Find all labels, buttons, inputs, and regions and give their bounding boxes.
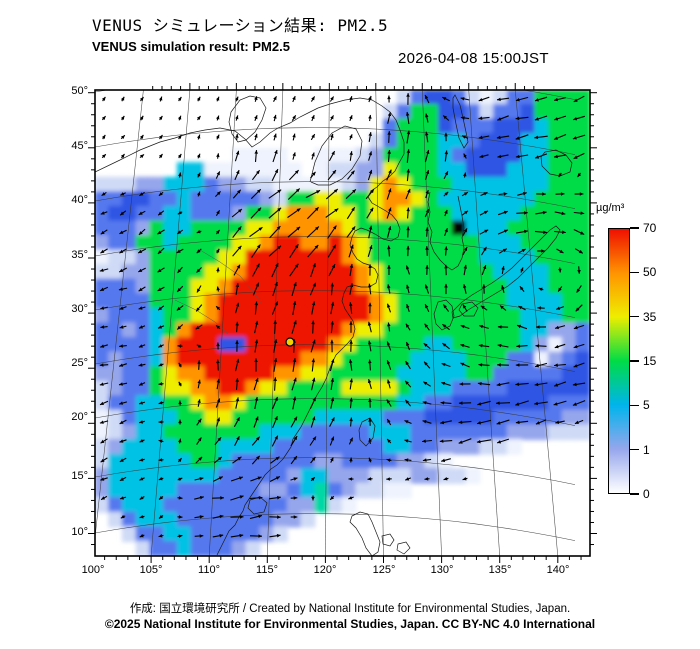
lat-tick-label: 40° (71, 194, 88, 206)
page-title-japanese: VENUS シミュレーション結果: PM2.5 (92, 16, 389, 35)
lat-tick-label: 20° (71, 411, 88, 423)
colorbar-tick-label: 1 (643, 442, 650, 457)
datetime-label: 2026-04-08 15:00JST (398, 50, 549, 67)
colorbar-tick (630, 227, 639, 229)
lat-tick-label: 15° (71, 470, 88, 482)
lon-tick-label: 120° (313, 564, 337, 576)
sakhalin (452, 94, 469, 149)
korea (427, 191, 465, 271)
lon-tick-label: 110° (198, 564, 220, 576)
colorbar-tick (630, 493, 639, 495)
kyushu (433, 299, 455, 331)
colorbar-tick-label: 35 (643, 309, 657, 324)
taiwan (358, 417, 376, 447)
china-coast (216, 153, 405, 556)
lon-tick-label: 135° (488, 564, 512, 576)
island-small-1 (381, 533, 395, 547)
credit-line: 作成: 国立環境研究所 / Created by National Instit… (129, 603, 571, 615)
border-amur (317, 97, 405, 154)
honshu (451, 225, 561, 319)
lon-tick-label: 115° (256, 564, 278, 576)
lat-tick-label: 45° (71, 140, 88, 152)
lon-tick-label: 125° (372, 564, 396, 576)
colorbar-tick-label: 5 (643, 398, 650, 413)
colorbar-tick (630, 448, 639, 451)
colorbar (608, 228, 630, 494)
graticule-lines (95, 90, 576, 556)
coast-hump (309, 125, 363, 186)
colorbar-tick (630, 360, 639, 362)
lat-tick-label: 30° (71, 303, 88, 315)
lat-tick-label: 10° (71, 526, 88, 538)
island-small-2 (396, 541, 411, 555)
colorbar-tick-label: 15 (643, 354, 657, 368)
lon-tick-label: 140° (546, 564, 570, 576)
colorbar-unit-label: µg/m³ (596, 202, 625, 214)
lon-tick-label: 130° (430, 564, 454, 576)
luzon (349, 511, 381, 556)
colorbar-tick-label: 0 (643, 487, 650, 501)
lat-tick-label: 50° (71, 85, 88, 97)
map-frame (94, 89, 591, 557)
colorbar-tick (630, 271, 639, 274)
lat-tick-label: 25° (71, 357, 88, 369)
colorbar-tick-label: 50 (643, 265, 657, 280)
inner-border-1 (199, 249, 263, 305)
lon-tick-label: 100° (81, 564, 105, 576)
hokkaido (540, 149, 573, 177)
lat-tick-label: 35° (71, 249, 88, 261)
coastlines (95, 94, 573, 556)
colorbar-tick-label: 70 (643, 221, 657, 235)
wind-vectors (99, 93, 586, 538)
station-marker (285, 337, 295, 347)
lake-outline (228, 95, 267, 143)
axis-ticks (88, 83, 597, 563)
colorbar-tick (630, 315, 639, 318)
copyright-line: ©2025 National Institute for Environment… (104, 617, 596, 631)
border-mongolia (95, 107, 319, 173)
shikoku (458, 301, 479, 317)
page-title-english: VENUS simulation result: PM2.5 (92, 39, 290, 54)
colorbar-tick (630, 404, 639, 407)
inner-border-2 (174, 299, 229, 335)
pm25-concentration-field (95, 90, 590, 556)
lon-tick-label: 105° (139, 564, 163, 576)
